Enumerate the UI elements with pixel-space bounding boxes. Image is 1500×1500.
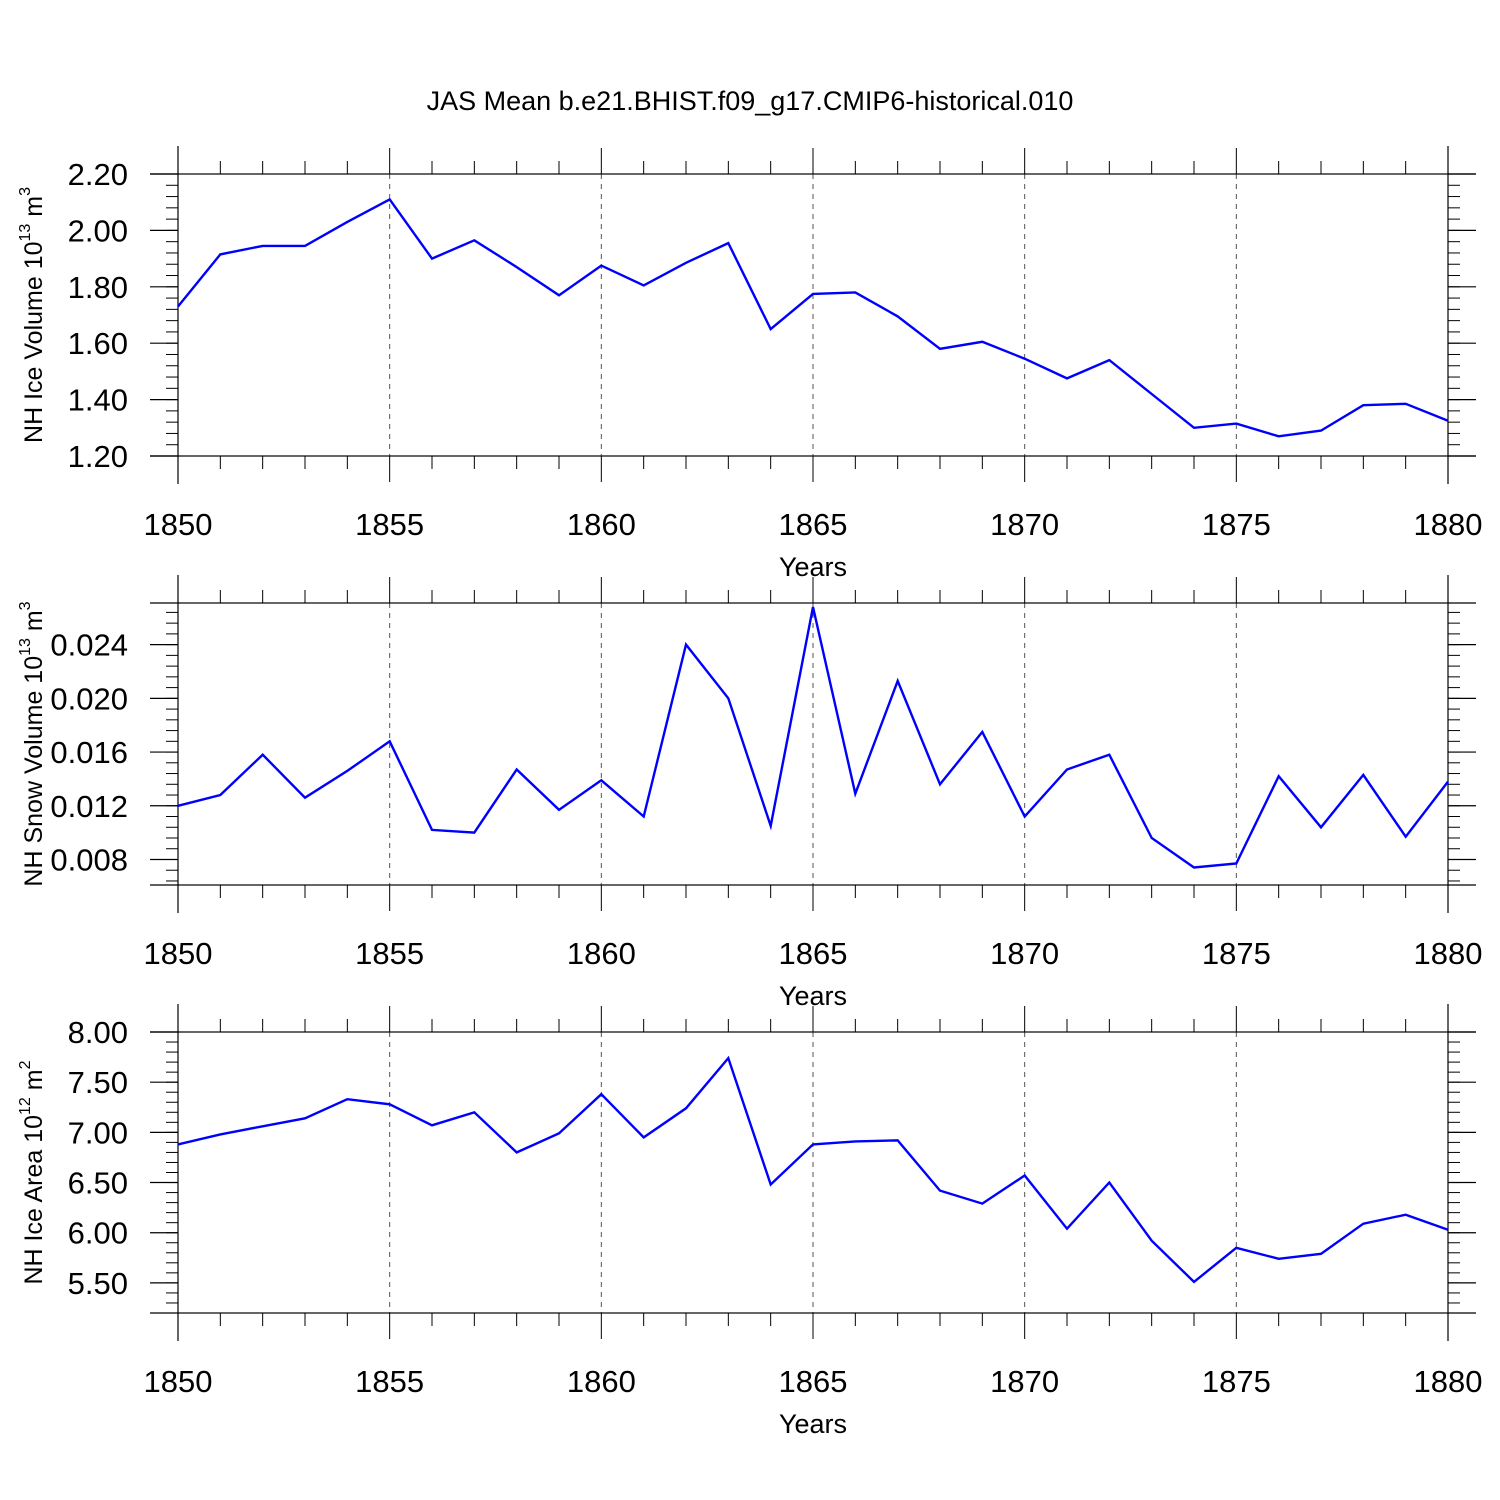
series-line — [177, 1055, 1449, 1284]
panel-1: 1.20 1.40 1.60 1.80 2.00 2.20 1850 1855 1860 1865… — [17, 146, 1482, 582]
x-tick-label: 1850 — [144, 507, 213, 542]
panel-3: 5.50 6.00 6.50 7.00 7.50 8.00 1850 1855 1860 1865… — [17, 1004, 1482, 1439]
y-tick-label: 1.20 — [68, 439, 128, 474]
x-axis-label: Years — [779, 1409, 847, 1439]
x-tick-label: 1860 — [567, 936, 636, 971]
y-tick-label: 8.00 — [68, 1015, 128, 1050]
x-tick-label: 1855 — [355, 507, 424, 542]
y-tick-label: 7.50 — [68, 1065, 128, 1100]
y-label-text: NH Ice Volume 10 — [20, 241, 48, 443]
y-axis-label: NH Ice Volume 1013 m3 — [17, 187, 48, 443]
y-label-exponent: 13 — [17, 638, 34, 656]
x-tick-label: 1850 — [144, 1364, 213, 1399]
y-tick-label: 0.012 — [50, 789, 128, 824]
y-tick-label: 0.020 — [50, 681, 128, 716]
y-tick-label: 2.00 — [68, 213, 128, 248]
y-label-unit: m — [20, 1069, 48, 1097]
y-tick-label: 0.008 — [50, 842, 128, 877]
figure-title: JAS Mean b.e21.BHIST.f09_g17.CMIP6-histo… — [427, 86, 1074, 116]
y-tick-label: 1.80 — [68, 270, 128, 305]
y-label-unit-exponent: 3 — [17, 601, 34, 610]
x-tick-label: 1880 — [1414, 936, 1483, 971]
y-tick-label: 7.00 — [68, 1115, 128, 1150]
x-tick-label: 1875 — [1202, 936, 1271, 971]
y-label-exponent: 12 — [17, 1097, 34, 1115]
x-tick-label: 1855 — [355, 1364, 424, 1399]
series-line — [177, 606, 1449, 869]
y-axis-label: NH Ice Area 1012 m2 — [17, 1060, 48, 1284]
y-label-unit-exponent: 3 — [17, 187, 34, 196]
series-line — [177, 197, 1449, 438]
x-tick-label: 1865 — [779, 936, 848, 971]
x-tick-label: 1880 — [1414, 507, 1483, 542]
x-tick-label: 1875 — [1202, 1364, 1271, 1399]
y-tick-label: 6.50 — [68, 1166, 128, 1201]
y-label-exponent: 13 — [17, 224, 34, 242]
panels: 1.20 1.40 1.60 1.80 2.00 2.20 1850 1855 1860 1865… — [17, 146, 1482, 1439]
x-tick-label: 1860 — [567, 507, 636, 542]
x-tick-label: 1870 — [990, 936, 1059, 971]
y-tick-label: 6.00 — [68, 1216, 128, 1251]
y-tick-label: 0.024 — [50, 628, 128, 663]
x-tick-label: 1870 — [990, 507, 1059, 542]
y-label-text: NH Ice Area 10 — [20, 1115, 48, 1285]
x-tick-label: 1855 — [355, 936, 424, 971]
panel-2: 0.008 0.012 0.016 0.020 0.024 1850 1855 1860 186… — [17, 575, 1482, 1011]
y-tick-label: 0.016 — [50, 735, 128, 770]
y-axis-label: NH Snow Volume 1013 m3 — [17, 601, 48, 886]
y-tick-label: 1.40 — [68, 383, 128, 418]
x-tick-label: 1880 — [1414, 1364, 1483, 1399]
y-tick-label: 2.20 — [68, 157, 128, 192]
x-tick-label: 1865 — [779, 507, 848, 542]
x-tick-label: 1870 — [990, 1364, 1059, 1399]
y-tick-label: 1.60 — [68, 326, 128, 361]
x-tick-label: 1865 — [779, 1364, 848, 1399]
x-tick-label: 1850 — [144, 936, 213, 971]
x-tick-label: 1875 — [1202, 507, 1271, 542]
y-tick-label: 5.50 — [68, 1266, 128, 1301]
y-label-unit: m — [20, 196, 48, 224]
y-label-unit: m — [20, 610, 48, 638]
y-label-text: NH Snow Volume 10 — [20, 656, 48, 887]
y-label-unit-exponent: 2 — [17, 1060, 34, 1069]
x-tick-label: 1860 — [567, 1364, 636, 1399]
